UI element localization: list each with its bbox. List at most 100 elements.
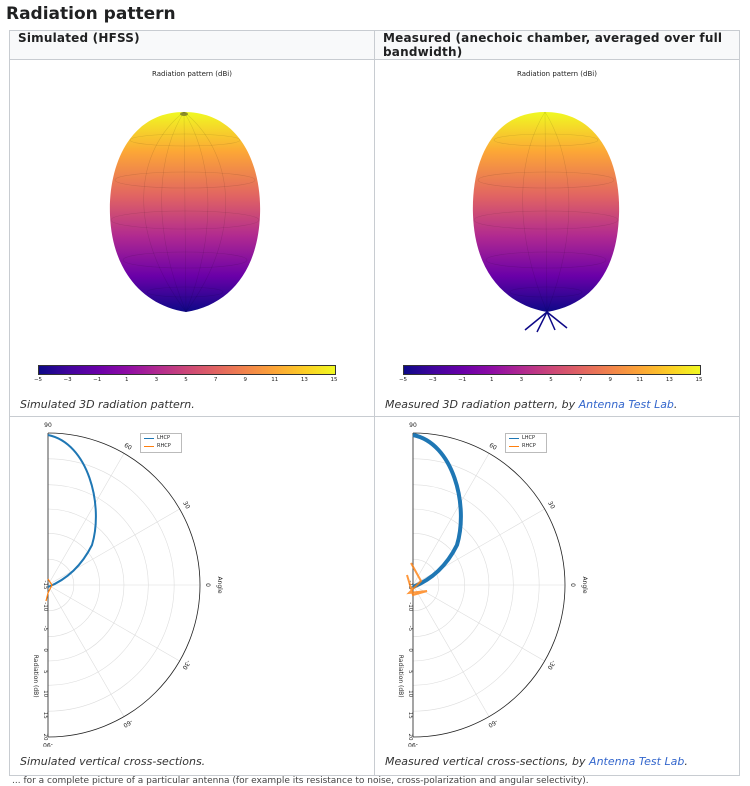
colorbar-tick-label: 7: [578, 377, 583, 383]
rhcp-trace: [45, 578, 53, 602]
radius-tick-label: 5: [407, 670, 413, 674]
colorbar: −5 −3 −1 1 3 5 7 9 11 13 15: [34, 365, 338, 385]
radius-tick-label: 15: [407, 712, 413, 719]
colorbar-tick-label: −5: [33, 377, 43, 383]
colorbar-tick-label: 13: [300, 377, 308, 383]
colorbar-tick-label: 1: [125, 377, 129, 383]
angle-tick-label: 90: [44, 422, 52, 429]
lhcp-trace: [47, 434, 97, 588]
colorbar-tick-label: −1: [93, 377, 102, 383]
colorbar-tick-label: 9: [243, 377, 247, 383]
figure-caption: Simulated vertical cross-sections.: [20, 755, 206, 768]
legend-item-rhcp: RHCP: [506, 442, 546, 450]
figure-caption: Measured vertical cross-sections, by Ant…: [385, 755, 688, 768]
antenna-test-lab-link[interactable]: Antenna Test Lab: [578, 398, 674, 411]
caption-suffix: .: [673, 398, 678, 411]
continuation-text: ... for a complete picture of a particul…: [12, 776, 589, 786]
section-heading: Radiation pattern: [6, 4, 176, 24]
grid-spoke: [47, 584, 125, 717]
measured-polar-plot[interactable]: 9060300-30-60-90Angle-15-10-505101520Rad…: [375, 417, 740, 747]
radius-axis-label: Radiation (dB): [397, 655, 404, 698]
colorbar-tick-label: 1: [490, 377, 494, 383]
colorbar-tick-label: 3: [519, 377, 524, 383]
colorbar-tick-label: 15: [695, 377, 703, 383]
colorbar-tick-label: 11: [271, 377, 279, 383]
outer-arc: [47, 432, 201, 738]
radius-tick-label: -10: [42, 602, 48, 611]
figure-caption: Simulated 3D radiation pattern.: [20, 398, 195, 411]
angle-tick-label: 30: [181, 500, 191, 510]
colorbar-tick-label: −3: [63, 377, 72, 383]
radius-tick-label: 10: [42, 690, 48, 697]
colorbar-ticks: −5 −3 −1 1 3 5 7 9 11 13 15: [34, 375, 338, 385]
antenna-test-lab-link[interactable]: Antenna Test Lab: [589, 755, 685, 768]
angle-tick-label: 30: [546, 500, 556, 510]
legend-item-rhcp: RHCP: [141, 442, 181, 450]
measured-3d-cell: Radiation pattern (dBi): [374, 59, 740, 417]
radius-tick-label: -10: [407, 602, 413, 611]
angle-tick-label: -90: [43, 741, 53, 747]
colorbar-gradient: [403, 365, 701, 375]
simulated-polar-plot[interactable]: 90 60 30 0 -30 -60 -90 Angle -15 -10 -5 0 5 10 15 20 Rad…: [10, 417, 375, 747]
angle-tick-label: 60: [488, 442, 498, 452]
radiation-lobe: [472, 112, 620, 312]
grid-spoke: [47, 453, 125, 586]
angle-tick-label: -90: [408, 741, 418, 747]
plot-legend: LHCP RHCP: [140, 433, 182, 453]
plot-legend: LHCP RHCP: [505, 433, 547, 453]
radius-tick-label: 10: [407, 690, 413, 697]
simulated-polar-cell: 90 60 30 0 -30 -60 -90 Angle -15 -10 -5 0 5 10 15 20 Rad…: [9, 416, 375, 776]
angle-tick-label: -60: [122, 718, 134, 729]
legend-item-lhcp: LHCP: [141, 434, 181, 442]
radius-tick-label: 0: [42, 648, 48, 652]
rhcp-trace: [406, 562, 428, 597]
measured-3d-pattern-image[interactable]: [375, 60, 740, 360]
radius-tick-label: 5: [42, 670, 48, 674]
radius-tick-label: 15: [42, 712, 48, 719]
lhcp-trace: [412, 433, 463, 589]
angle-tick-label: 0: [204, 583, 211, 587]
angle-tick-label: -30: [181, 659, 192, 671]
column-header-measured: Measured (anechoic chamber, averaged ove…: [374, 30, 740, 60]
colorbar-tick-label: 11: [636, 377, 644, 383]
simulated-3d-cell: Radiation pattern (dBi): [9, 59, 375, 417]
angle-tick-label: -60: [487, 718, 499, 729]
angle-axis-label: Angle: [581, 576, 588, 593]
colorbar-tick-label: −5: [398, 377, 408, 383]
colorbar-tick-label: −3: [428, 377, 437, 383]
colorbar-tick-label: 5: [184, 377, 188, 383]
plot-title: Radiation pattern (dBi): [517, 70, 597, 78]
radiation-pattern-table: Simulated (HFSS) Measured (anechoic cham…: [9, 30, 740, 776]
grid-spoke: [47, 584, 180, 662]
grid-spoke: [47, 508, 180, 586]
colorbar-tick-label: 13: [665, 377, 673, 383]
colorbar-tick-label: 9: [608, 377, 612, 383]
radius-tick-label: -15: [42, 581, 48, 590]
column-header-simulated: Simulated (HFSS): [9, 30, 375, 60]
grid-spoke: [412, 584, 545, 662]
simulated-3d-pattern-image[interactable]: [10, 60, 375, 360]
radius-tick-label: 0: [407, 648, 413, 652]
colorbar-tick-label: −1: [458, 377, 467, 383]
colorbar-tick-label: 15: [330, 377, 338, 383]
colorbar: −5 −3 −1 1 3 5 7 9 11 13 15: [399, 365, 703, 385]
angle-tick-label: 0: [569, 583, 576, 587]
grid-spoke: [412, 453, 490, 586]
plot-title: Radiation pattern (dBi): [152, 70, 232, 78]
colorbar-ticks: −5 −3 −1 1 3 5 7 9 11 13 15: [399, 375, 703, 385]
angle-axis-label: Angle: [216, 576, 223, 593]
outer-arc: [412, 432, 566, 738]
legend-item-lhcp: LHCP: [506, 434, 546, 442]
radius-tick-label: 20: [42, 734, 48, 741]
angle-tick-label: -30: [546, 659, 557, 671]
radius-tick-label: -5: [42, 626, 48, 632]
colorbar-gradient: [38, 365, 336, 375]
colorbar-tick-label: 7: [213, 377, 218, 383]
caption-text: Measured vertical cross-sections, by: [385, 755, 590, 768]
angle-tick-label: 90: [409, 422, 417, 429]
caption-text: Measured 3D radiation pattern, by: [385, 398, 579, 411]
colorbar-tick-label: 3: [154, 377, 159, 383]
grid-spoke: [412, 584, 490, 717]
radius-tick-label: 20: [407, 734, 413, 741]
radius-tick-label: -5: [407, 626, 413, 632]
